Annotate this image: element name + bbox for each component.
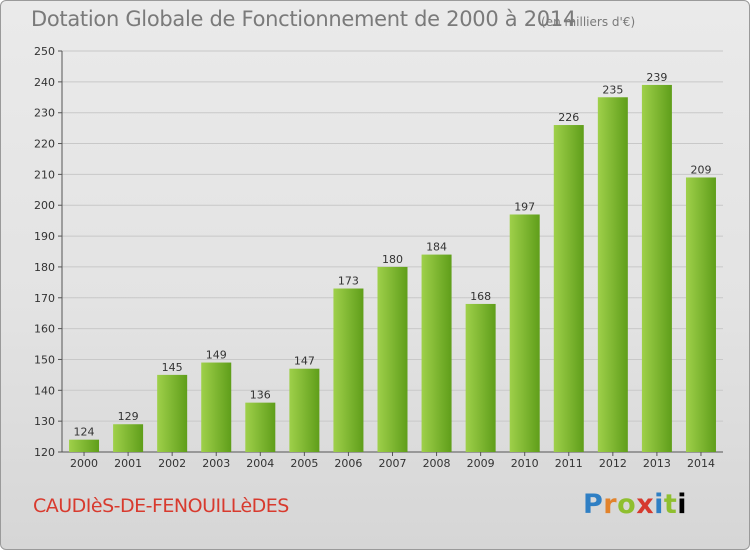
y-tick-label: 250 xyxy=(34,45,55,58)
x-tick-label: 2000 xyxy=(70,457,98,470)
y-tick-label: 230 xyxy=(34,107,55,120)
y-tick-label: 240 xyxy=(34,76,55,89)
chart-title: Dotation Globale de Fonctionnement de 20… xyxy=(31,7,576,31)
bar-value-label: 145 xyxy=(162,361,183,374)
bar-value-label: 173 xyxy=(338,275,359,288)
logo-letter: P xyxy=(583,489,604,520)
y-tick-label: 150 xyxy=(34,353,55,366)
logo-letter: r xyxy=(603,489,618,520)
bar-value-label: 235 xyxy=(602,83,623,96)
logo-letter: o xyxy=(617,489,637,520)
y-tick-label: 170 xyxy=(34,292,55,305)
x-tick-label: 2003 xyxy=(202,457,230,470)
x-tick-label: 2010 xyxy=(511,457,539,470)
x-tick-label: 2013 xyxy=(643,457,671,470)
y-tick-label: 210 xyxy=(34,168,55,181)
bar-2009 xyxy=(465,303,496,452)
y-tick-label: 180 xyxy=(34,261,55,274)
logo-letter: i xyxy=(677,489,688,520)
bar-2008 xyxy=(421,254,452,452)
bar-2010 xyxy=(509,214,540,452)
bar-value-label: 239 xyxy=(646,71,667,84)
bar-2002 xyxy=(157,374,188,452)
x-tick-label: 2007 xyxy=(379,457,407,470)
bar-2004 xyxy=(245,402,276,452)
x-tick-label: 2005 xyxy=(290,457,318,470)
bar-2014 xyxy=(685,177,716,452)
bar-2003 xyxy=(201,362,232,452)
bar-2012 xyxy=(597,97,628,453)
bar-2011 xyxy=(553,125,584,453)
bar-value-label: 147 xyxy=(294,355,315,368)
logo-letter: i xyxy=(654,489,664,520)
bar-value-label: 184 xyxy=(426,241,447,254)
proxiti-logo: Proxiti xyxy=(583,489,687,520)
bar-2007 xyxy=(377,266,408,452)
x-tick-label: 2004 xyxy=(246,457,274,470)
bar-value-label: 124 xyxy=(74,426,95,439)
plot-area: 120 130 140 150 160 170 180 190 200 210 220 230 240 2… xyxy=(34,45,723,470)
bar-value-label: 209 xyxy=(690,163,711,176)
commune-name: CAUDIèS-DE-FENOUILLèDES xyxy=(33,495,289,517)
x-tick-label: 2008 xyxy=(423,457,451,470)
bar-2005 xyxy=(289,368,320,452)
y-tick-label: 200 xyxy=(34,199,55,212)
bar-2006 xyxy=(333,288,364,452)
x-tick-label: 2014 xyxy=(687,457,715,470)
bar-value-label: 136 xyxy=(250,389,271,402)
bar-value-label: 129 xyxy=(118,410,139,423)
bar-value-label: 180 xyxy=(382,253,403,266)
bar-value-label: 226 xyxy=(558,111,579,124)
chart-subtitle: (en milliers d'€) xyxy=(541,15,636,29)
bar-2013 xyxy=(641,84,672,452)
y-tick-label: 190 xyxy=(34,230,55,243)
bar-2001 xyxy=(113,424,144,452)
x-tick-label: 2006 xyxy=(334,457,362,470)
y-tick-label: 160 xyxy=(34,323,55,336)
x-tick-label: 2009 xyxy=(467,457,495,470)
y-tick-label: 130 xyxy=(34,415,55,428)
x-tick-label: 2002 xyxy=(158,457,186,470)
y-tick-label: 140 xyxy=(34,384,55,397)
bar-value-label: 197 xyxy=(514,200,535,213)
bar-2000 xyxy=(69,439,100,452)
y-tick-label: 120 xyxy=(34,446,55,459)
x-tick-label: 2012 xyxy=(599,457,627,470)
logo-letter: t xyxy=(663,489,678,520)
bar-value-label: 168 xyxy=(470,290,491,303)
x-tick-label: 2011 xyxy=(555,457,583,470)
x-tick-label: 2001 xyxy=(114,457,142,470)
y-tick-label: 220 xyxy=(34,138,55,151)
logo-letter: x xyxy=(636,489,655,520)
bar-value-label: 149 xyxy=(206,349,227,362)
